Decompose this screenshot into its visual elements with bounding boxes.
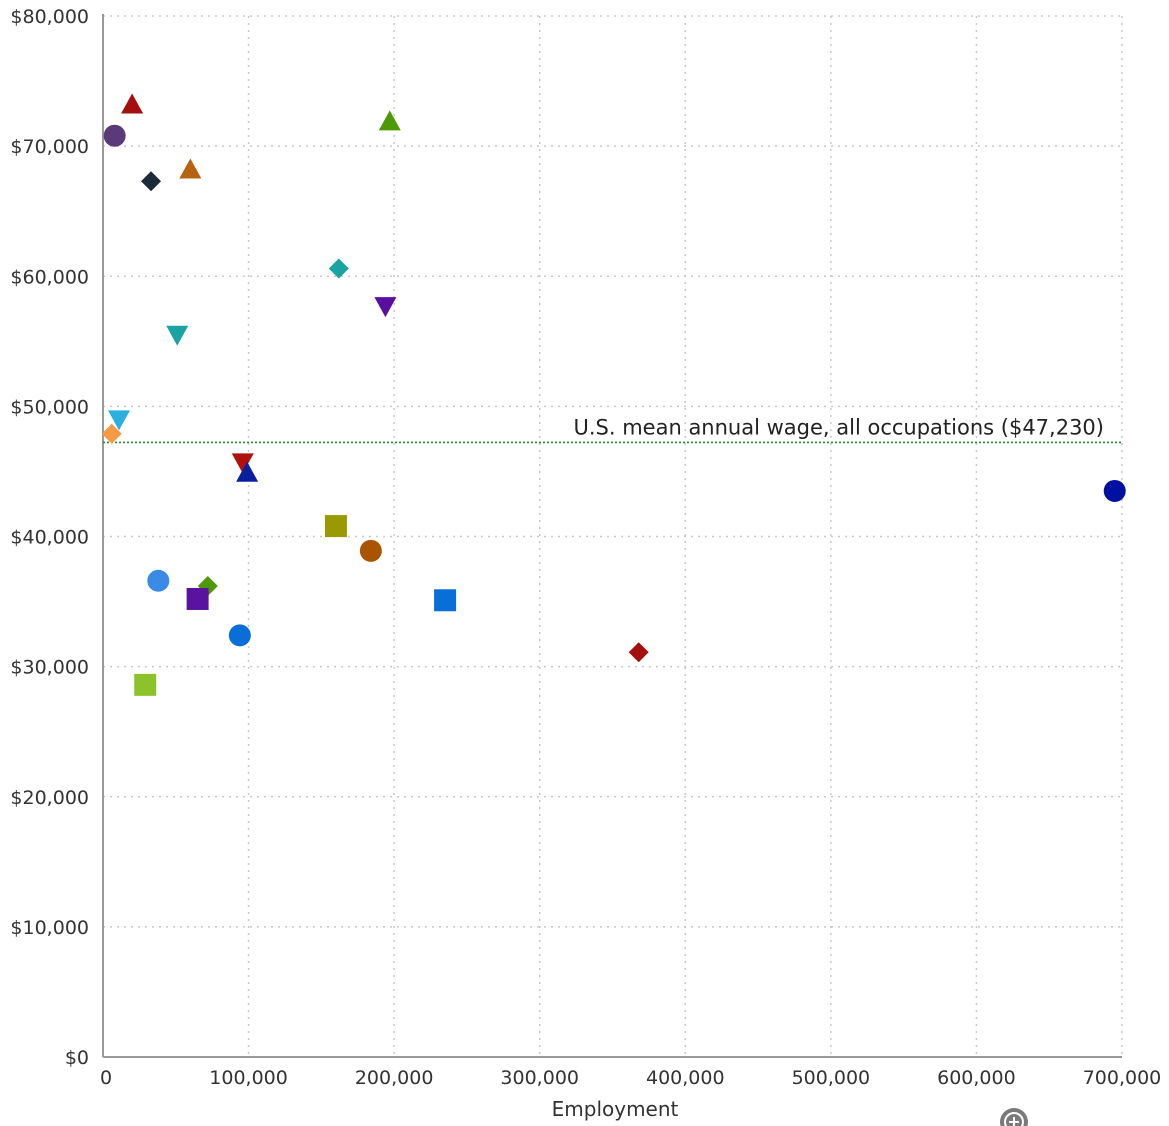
- reference-line-label: U.S. mean annual wage, all occupations (…: [573, 415, 1104, 439]
- data-point-3[interactable]: [141, 171, 162, 192]
- data-point-19[interactable]: [434, 589, 457, 612]
- data-points: [101, 93, 1126, 696]
- data-point-7[interactable]: [374, 297, 397, 318]
- y-tick-label: $70,000: [10, 136, 89, 158]
- data-point-2[interactable]: [121, 93, 144, 114]
- data-point-13[interactable]: [1103, 479, 1126, 502]
- data-point-21[interactable]: [628, 642, 649, 663]
- data-point-18[interactable]: [186, 587, 209, 610]
- x-tick-label: 500,000: [792, 1067, 871, 1089]
- grid-lines: [103, 15, 1123, 1057]
- x-tick-label: 0: [100, 1067, 112, 1089]
- data-point-6[interactable]: [328, 258, 349, 279]
- x-tick-label: 600,000: [937, 1067, 1016, 1089]
- data-point-12[interactable]: [236, 461, 259, 482]
- x-axis-title: Employment: [552, 1097, 679, 1121]
- zoom-icon[interactable]: [1000, 1108, 1028, 1126]
- x-tick-label: 100,000: [209, 1067, 288, 1089]
- x-tick-label: 200,000: [355, 1067, 434, 1089]
- data-point-11[interactable]: [231, 453, 254, 474]
- data-point-14[interactable]: [324, 515, 347, 538]
- axes: [102, 14, 1122, 1058]
- data-point-10[interactable]: [101, 423, 122, 444]
- y-tick-labels: $0 $10,000 $20,000 $30,000 $40,000 $50,000 $60…: [10, 6, 89, 1069]
- data-point-8[interactable]: [166, 325, 189, 346]
- reference-line-group: U.S. mean annual wage, all occupations (…: [103, 415, 1122, 444]
- x-tick-labels: 0 100,000 200,000 300,000 400,000 500,000 600,…: [100, 1067, 1161, 1089]
- data-point-9[interactable]: [108, 410, 131, 431]
- data-point-1[interactable]: [103, 124, 126, 147]
- data-point-20[interactable]: [228, 624, 251, 647]
- data-point-16[interactable]: [147, 569, 170, 592]
- y-tick-label: $50,000: [10, 396, 89, 418]
- x-tick-label: 300,000: [500, 1067, 579, 1089]
- y-tick-label: $10,000: [10, 917, 89, 939]
- x-tick-label: 700,000: [1083, 1067, 1162, 1089]
- y-tick-label: $20,000: [10, 787, 89, 809]
- data-point-15[interactable]: [359, 539, 382, 562]
- y-tick-label: $80,000: [10, 6, 89, 28]
- y-tick-label: $0: [65, 1047, 89, 1069]
- y-tick-label: $60,000: [10, 266, 89, 288]
- data-point-5[interactable]: [378, 110, 401, 131]
- x-tick-label: 400,000: [646, 1067, 725, 1089]
- data-point-22[interactable]: [134, 673, 157, 696]
- data-point-4[interactable]: [179, 158, 202, 179]
- y-tick-label: $30,000: [10, 657, 89, 679]
- y-tick-label: $40,000: [10, 527, 89, 549]
